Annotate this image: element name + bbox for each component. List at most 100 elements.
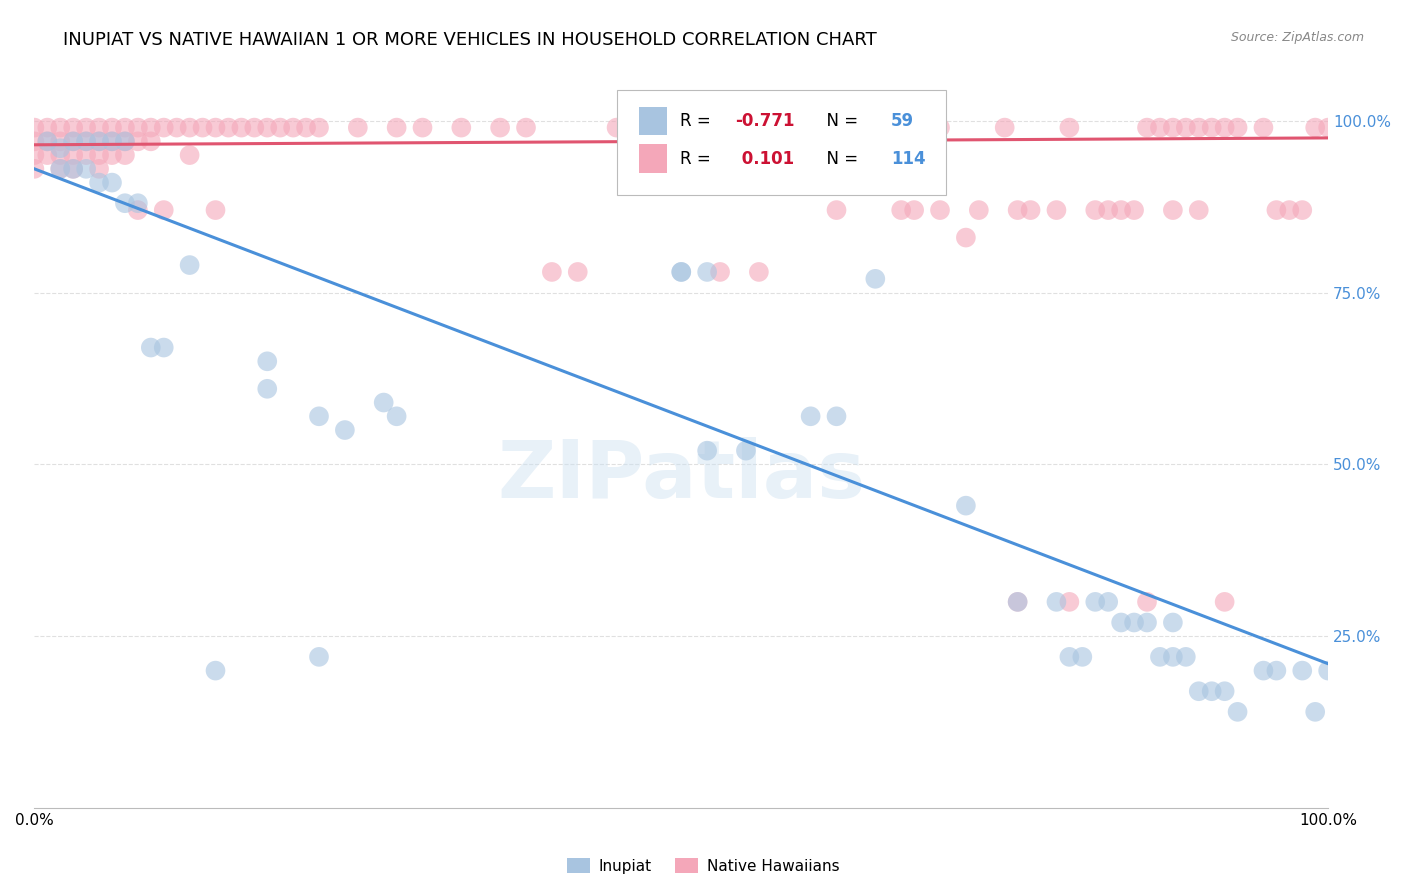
Point — [1265, 664, 1288, 678]
Point — [346, 120, 368, 135]
Point — [49, 120, 72, 135]
Point — [412, 120, 434, 135]
Point — [1317, 664, 1340, 678]
Point — [385, 409, 408, 424]
Text: R =: R = — [681, 150, 716, 168]
Point — [127, 120, 149, 135]
Point — [87, 134, 110, 148]
Point — [489, 120, 512, 135]
Point — [152, 341, 174, 355]
Point — [1097, 203, 1119, 218]
Point — [1019, 203, 1042, 218]
Point — [333, 423, 356, 437]
Point — [139, 120, 162, 135]
Point — [515, 120, 537, 135]
Point — [256, 354, 278, 368]
Point — [1213, 684, 1236, 698]
Point — [1188, 120, 1211, 135]
Point — [22, 120, 45, 135]
Point — [1045, 203, 1067, 218]
Point — [1291, 664, 1313, 678]
Point — [49, 148, 72, 162]
Point — [994, 120, 1017, 135]
Point — [1188, 203, 1211, 218]
Point — [671, 265, 693, 279]
Point — [1059, 649, 1081, 664]
Point — [256, 382, 278, 396]
Point — [865, 272, 887, 286]
Point — [800, 409, 823, 424]
Point — [295, 120, 318, 135]
Point — [62, 134, 84, 148]
Point — [825, 409, 848, 424]
Point — [1265, 203, 1288, 218]
Point — [75, 161, 97, 176]
Point — [800, 120, 823, 135]
Text: 114: 114 — [891, 150, 925, 168]
Point — [735, 443, 758, 458]
Point — [101, 134, 124, 148]
FancyBboxPatch shape — [638, 106, 666, 136]
Point — [373, 395, 395, 409]
Point — [1123, 203, 1146, 218]
Point — [1071, 649, 1094, 664]
Text: -0.771: -0.771 — [735, 112, 796, 130]
Point — [87, 148, 110, 162]
Text: 59: 59 — [891, 112, 914, 130]
Point — [1213, 120, 1236, 135]
Point — [955, 230, 977, 244]
Point — [166, 120, 188, 135]
Point — [308, 120, 330, 135]
Point — [1213, 595, 1236, 609]
Point — [1136, 120, 1159, 135]
Point — [308, 649, 330, 664]
Point — [1253, 664, 1275, 678]
Point — [865, 120, 887, 135]
Point — [49, 134, 72, 148]
Point — [606, 120, 628, 135]
Point — [114, 148, 136, 162]
Point — [1123, 615, 1146, 630]
Point — [62, 161, 84, 176]
Point — [1109, 203, 1132, 218]
Point — [308, 409, 330, 424]
Point — [1291, 203, 1313, 218]
Point — [114, 196, 136, 211]
Point — [1201, 120, 1223, 135]
Point — [1161, 615, 1184, 630]
Point — [903, 203, 925, 218]
Point — [1303, 120, 1326, 135]
Point — [1161, 649, 1184, 664]
Point — [955, 499, 977, 513]
Point — [37, 134, 59, 148]
Point — [671, 120, 693, 135]
Point — [269, 120, 291, 135]
Point — [204, 120, 226, 135]
Point — [1253, 120, 1275, 135]
Point — [191, 120, 214, 135]
Point — [101, 134, 124, 148]
Text: 0.101: 0.101 — [735, 150, 794, 168]
Point — [1007, 595, 1029, 609]
Point — [1007, 203, 1029, 218]
Point — [1059, 120, 1081, 135]
Point — [49, 141, 72, 155]
FancyBboxPatch shape — [638, 145, 666, 173]
Point — [22, 134, 45, 148]
FancyBboxPatch shape — [617, 90, 946, 194]
Point — [127, 134, 149, 148]
Point — [256, 120, 278, 135]
Point — [62, 161, 84, 176]
Point — [1097, 595, 1119, 609]
Point — [204, 203, 226, 218]
Point — [37, 148, 59, 162]
Point — [1045, 595, 1067, 609]
Point — [1174, 120, 1197, 135]
Text: N =: N = — [815, 112, 863, 130]
Point — [709, 265, 731, 279]
Point — [114, 134, 136, 148]
Point — [87, 161, 110, 176]
Point — [1303, 705, 1326, 719]
Point — [75, 148, 97, 162]
Point — [825, 203, 848, 218]
